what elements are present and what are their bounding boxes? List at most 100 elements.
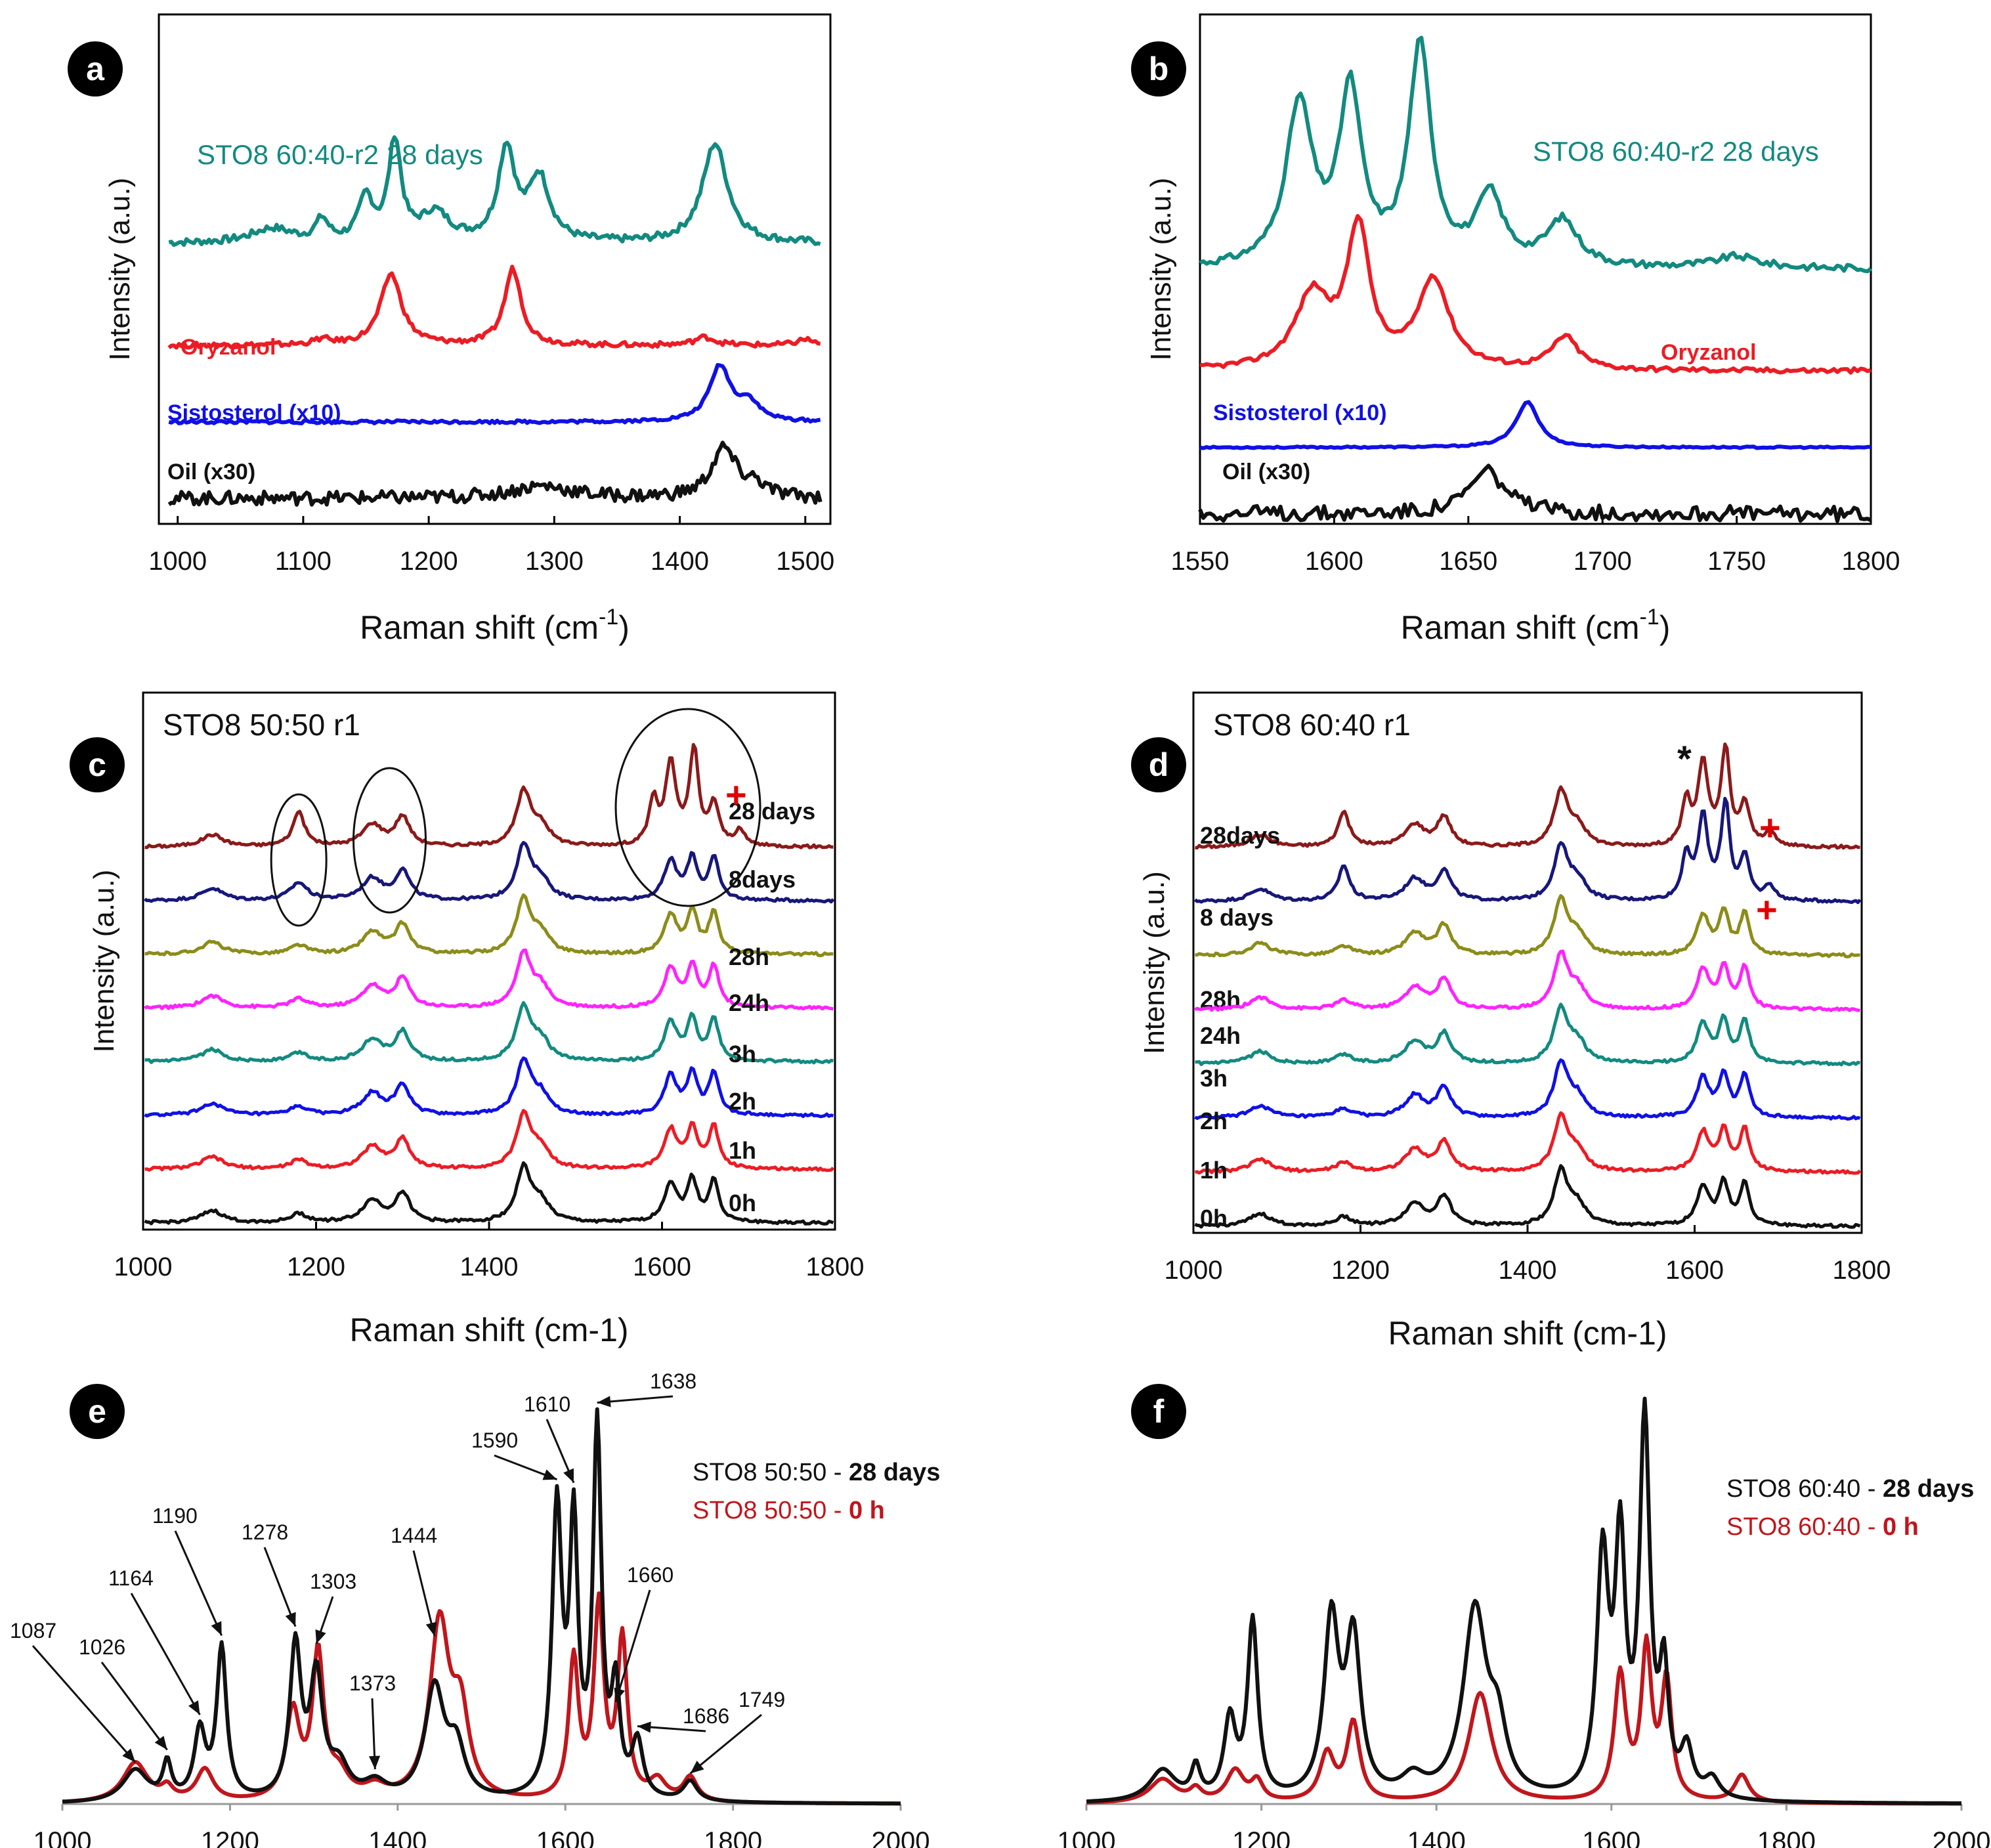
series-label: Oryzanol [181,335,276,360]
series-line [1199,35,1872,274]
legend-entry: STO8 50:50 - 28 days [693,1459,940,1486]
series-line [168,363,821,425]
x-tick-label: 1200 [1331,1256,1390,1285]
series-line [1194,1164,1861,1229]
legend-entry: STO8 50:50 - 0 h [693,1497,885,1524]
peak-annotation: 1749 [739,1688,785,1711]
x-tick-label: 2000 [872,1827,930,1848]
series-line [1199,214,1872,375]
series-line [144,742,834,849]
series-line [167,441,823,507]
x-tick-label: 1200 [201,1827,259,1848]
series-line [144,948,834,1011]
x-tick-label: 1200 [400,547,458,576]
series-label: Sistosterol (x10) [167,400,341,425]
x-tick-label: 2000 [1933,1827,1991,1848]
x-tick-label: 1650 [1439,547,1497,576]
x-tick-label: 1200 [1232,1827,1291,1848]
peak-annotation: 1686 [683,1704,729,1728]
series-line [144,1161,834,1226]
series-line [1086,1396,1962,1805]
annotation-arrow [614,1589,651,1702]
panel-letter: b [1149,51,1169,87]
legend-suffix: 0 h [849,1497,885,1524]
x-tick-label: 1000 [114,1253,173,1281]
annotation-arrowhead [637,1721,651,1733]
legend-suffix: 28 days [849,1459,940,1486]
panel-letter: a [86,51,105,87]
x-tick-label: 1600 [633,1253,691,1281]
series-label: Oil (x30) [1222,460,1310,484]
series-label: STO8 60:40-r2 28 days [197,139,483,170]
x-axis-label-end: ) [618,609,630,646]
x-axis-label: Raman shift (cm-1) [360,605,630,646]
series-label: 8 days [1200,904,1274,931]
x-axis-label: Raman shift (cm-1) [1401,605,1671,646]
star-marker: * [1677,738,1692,779]
series-label: 1h [729,1137,756,1164]
legend-prefix: STO8 60:40 - [1726,1513,1883,1541]
annotation-arrowhead [425,1622,437,1637]
annotation-arrow [689,1713,762,1774]
annotation-arrow [100,1662,168,1751]
panel-letter: e [88,1393,106,1430]
series-label: 0h [1200,1205,1228,1232]
series-label: 3h [1200,1065,1228,1092]
x-tick-label: 1600 [536,1827,595,1848]
peak-annotation: 1638 [650,1369,696,1393]
series-line [1194,949,1860,1012]
x-tick-label: 1200 [287,1253,345,1281]
panel-d: 1000 1200 1400 1600 1800 Raman shift (cm-1) In… [1131,691,1891,1352]
series-line [144,1056,834,1119]
legend-entry: STO8 60:40 - 28 days [1726,1475,1974,1503]
x-tick-label: 1800 [704,1827,762,1848]
series-label: 2h [729,1088,756,1115]
annotation-arrow [174,1530,223,1636]
series-label: 28 days [729,798,815,825]
peak-annotation: 1087 [10,1619,56,1643]
series-line [144,893,834,958]
panel-letter: d [1149,746,1169,783]
series-label: 0h [729,1190,756,1216]
x-axis-label-sup: -1 [1640,605,1659,630]
plot-frame [1192,691,1863,1234]
x-tick-label: 1700 [1574,547,1632,576]
series-line [144,1109,835,1172]
peak-annotation: 1660 [627,1563,674,1587]
y-axis-label: Intensity (a.u.) [88,870,120,1053]
series-label: 24h [729,989,769,1016]
series-line [1194,1058,1861,1121]
peak-annotation: 1164 [108,1566,154,1590]
annotation-arrowhead [563,1468,574,1483]
legend-prefix: STO8 60:40 - [1726,1475,1883,1503]
annotation-arrowhead [211,1621,222,1636]
peak-annotation: 1026 [79,1635,125,1659]
series-label: 2h [1200,1107,1228,1134]
panel-b: 1550 1600 1650 1700 1750 1800 Raman shift (cm-… [1131,13,1900,646]
peak-annotation: 1444 [391,1524,437,1547]
highlight-ellipse [614,708,761,907]
panel-letter-badge [1131,1384,1186,1439]
annotation-arrowhead [597,1396,611,1407]
series-line [144,1000,834,1065]
series-label: Oil (x30) [167,460,255,484]
x-axis-label: Raman shift (cm-1) [1388,1315,1667,1352]
x-tick-label: 1400 [651,547,709,576]
x-tick-label: 1400 [1407,1827,1466,1848]
series-line [1195,893,1860,958]
x-tick-label: 1800 [1833,1256,1891,1285]
peak-annotation: 1278 [242,1520,288,1544]
panel-letter-badge [1131,41,1186,97]
annotation-arrow [263,1547,297,1627]
x-tick-label: 1300 [525,547,584,576]
y-axis-label: Intensity (a.u.) [104,178,136,361]
series-line [167,265,821,350]
series-line [1193,796,1862,905]
panel-f: 1000 1200 1400 1600 1800 2000 STO8 60:40 - 28 … [1058,1384,1991,1848]
series-label: 1h [1200,1157,1228,1184]
annotation-arrowhead [315,1629,326,1644]
plus-marker: + [1759,807,1781,848]
x-tick-label: 1800 [806,1253,865,1281]
series-line [1195,742,1860,850]
